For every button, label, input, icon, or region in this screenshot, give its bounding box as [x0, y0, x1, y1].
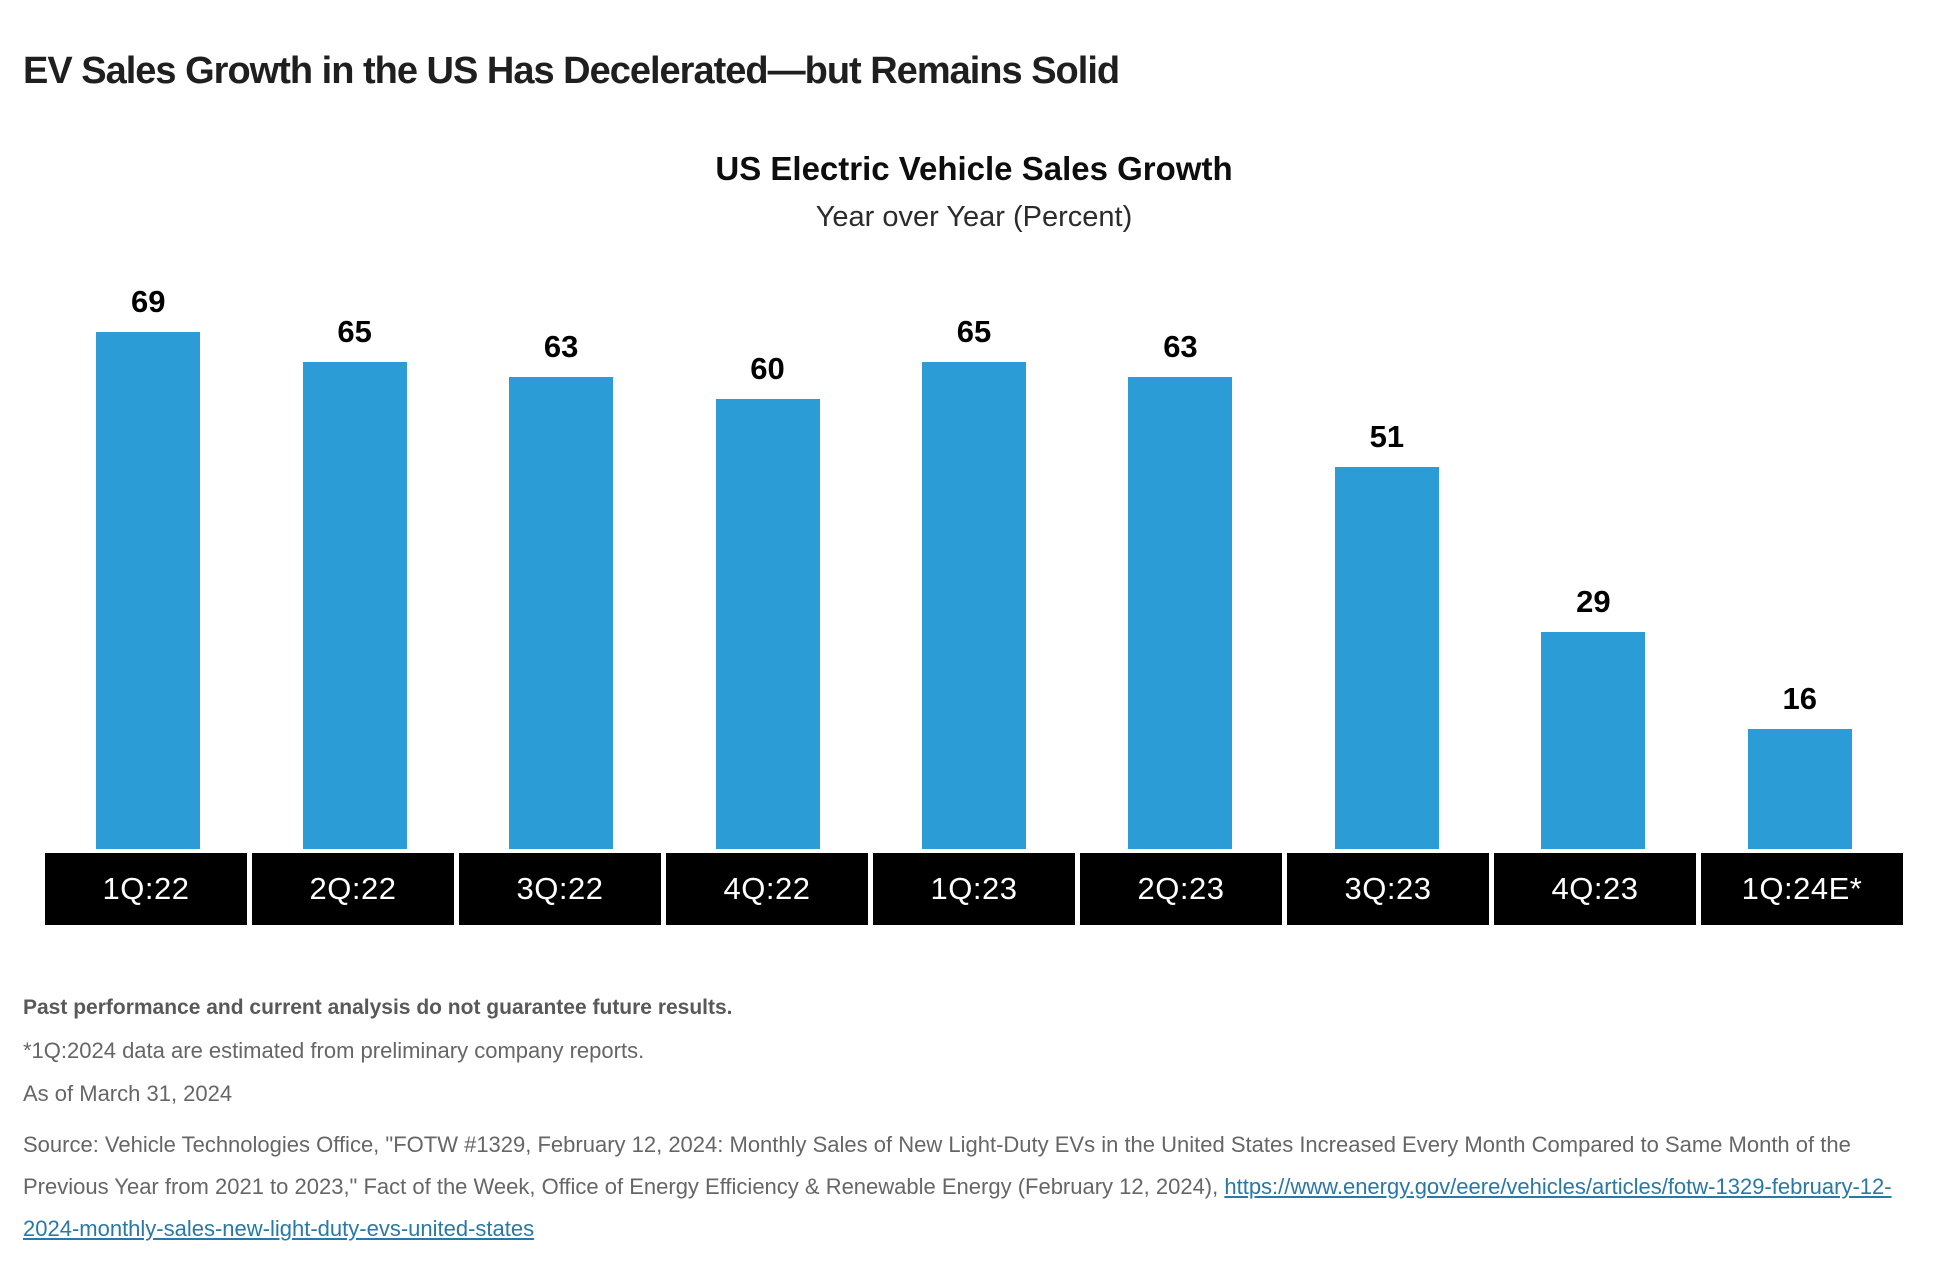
x-axis-label: 2Q:22: [252, 853, 454, 925]
bar-column: 60: [664, 289, 870, 849]
bar-column: 51: [1284, 289, 1490, 849]
bar-value-label: 60: [750, 351, 785, 386]
x-axis-label: 4Q:23: [1494, 853, 1696, 925]
bar-value-label: 65: [956, 313, 992, 349]
bar-column: 63: [1077, 289, 1283, 849]
bar-value-label: 63: [1163, 328, 1198, 364]
x-axis-label: 3Q:23: [1287, 853, 1489, 925]
bar-value-label: 16: [1782, 681, 1817, 716]
bar-3Q:23: 51: [1334, 419, 1439, 849]
bar-chart-plot-area: 69 65 63 60 65 63 51 29 16: [45, 284, 1903, 849]
chart-subtitle: Year over Year (Percent): [815, 201, 1133, 233]
bar-value-label: 63: [543, 328, 579, 364]
x-axis-label: 1Q:24E*: [1701, 853, 1903, 925]
source-text: Source: Vehicle Technologies Office, "FO…: [23, 1124, 1918, 1250]
estimate-footnote: *1Q:2024 data are estimated from prelimi…: [23, 1038, 645, 1063]
bar-column: 65: [251, 289, 457, 849]
source-citation: Source: Vehicle Technologies Office, "FO…: [23, 1132, 1851, 1199]
x-axis-label: 3Q:22: [459, 853, 661, 925]
bar-value-label: 29: [1576, 583, 1611, 619]
x-axis-label: 4Q:22: [666, 853, 868, 925]
bar-column: 29: [1490, 289, 1696, 849]
source-link[interactable]: https://www.energy.gov/eere/vehicles/art…: [23, 1174, 1892, 1241]
bar-2Q:22: 65: [302, 314, 407, 849]
disclaimer-text: Past performance and current analysis do…: [23, 996, 733, 1019]
as-of-date: As of March 31, 2024: [23, 1081, 233, 1106]
chart-title: US Electric Vehicle Sales Growth: [715, 150, 1233, 187]
bar-4Q:22: 60: [715, 351, 820, 849]
bar-1Q:24E*: 16: [1747, 681, 1852, 849]
x-axis-band: 1Q:22 2Q:22 3Q:22 4Q:22 1Q:23 2Q:23 3Q:23 4Q:23…: [45, 853, 1903, 925]
bar-2Q:23: 63: [1128, 329, 1233, 849]
page-title: EV Sales Growth in the US Has Decelerate…: [23, 50, 1120, 92]
bar-column: 16: [1697, 289, 1903, 849]
bar-1Q:23: 65: [921, 314, 1026, 849]
bar-value-label: 69: [130, 283, 166, 319]
bar-value-label: 65: [337, 313, 372, 349]
bar-column: 63: [458, 289, 664, 849]
chart-footer: Past performance and current analysis do…: [23, 995, 1918, 1250]
bar-column: 69: [45, 284, 251, 849]
bar-1Q:22: 69: [96, 284, 201, 849]
x-axis-label: 1Q:23: [873, 853, 1075, 925]
x-axis-label: 1Q:22: [45, 853, 247, 925]
x-axis-label: 2Q:23: [1080, 853, 1282, 925]
bar-column: 65: [871, 289, 1077, 849]
bar-4Q:23: 29: [1541, 584, 1646, 849]
bar-3Q:22: 63: [509, 329, 614, 849]
bar-value-label: 51: [1369, 418, 1405, 454]
